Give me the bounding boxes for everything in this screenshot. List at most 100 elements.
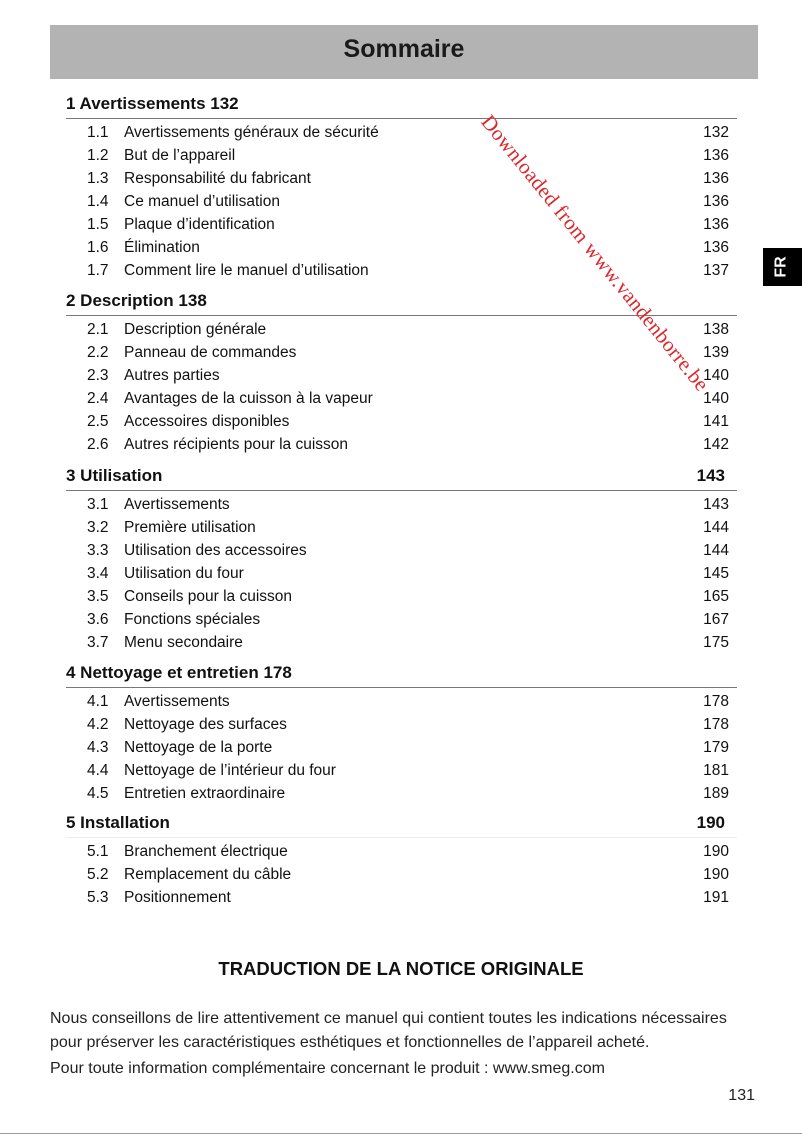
- entry-number: 2.2: [87, 344, 109, 361]
- entry-number: 2.3: [87, 367, 109, 384]
- entry-title: Plaque d’identification: [124, 216, 275, 233]
- entry-page: 145: [703, 565, 729, 582]
- toc-entry[interactable]: 3.6 Fonctions spéciales 167: [66, 608, 737, 631]
- entry-page: 139: [703, 344, 729, 361]
- toc-entry[interactable]: 3.1 Avertissements 143: [66, 493, 737, 516]
- entry-title: Avertissements généraux de sécurité: [124, 124, 379, 141]
- entry-title: Utilisation des accessoires: [124, 542, 307, 559]
- entry-title: Nettoyage des surfaces: [124, 716, 287, 733]
- section-page: 190: [696, 813, 725, 832]
- entry-page: 167: [703, 611, 729, 628]
- translation-title: TRADUCTION DE LA NOTICE ORIGINALE: [218, 958, 584, 979]
- language-tab-label: FR: [772, 256, 790, 278]
- toc-entry[interactable]: 4.1 Avertissements 178: [66, 690, 737, 713]
- toc-entry[interactable]: 3.7 Menu secondaire 175: [66, 631, 737, 654]
- toc-entry[interactable]: 4.2 Nettoyage des surfaces 178: [66, 713, 737, 736]
- entry-page: 136: [703, 239, 729, 256]
- section-heading[interactable]: 1 Avertissements 132: [66, 94, 737, 118]
- entry-number: 1.4: [87, 193, 109, 210]
- entry-page: 175: [703, 634, 729, 651]
- entry-page: 190: [703, 843, 729, 860]
- entry-title: Avantages de la cuisson à la vapeur: [124, 390, 373, 407]
- toc-entry[interactable]: 4.5 Entretien extraordinaire 189: [66, 782, 737, 805]
- toc-entry[interactable]: 1.7 Comment lire le manuel d’utilisation…: [66, 259, 737, 282]
- entry-page: 136: [703, 216, 729, 233]
- toc-entry[interactable]: 1.2 But de l’appareil 136: [66, 144, 737, 167]
- toc-entry[interactable]: 3.2 Première utilisation 144: [66, 516, 737, 539]
- entry-page: 144: [703, 542, 729, 559]
- entry-number: 5.1: [87, 843, 109, 860]
- toc-entry[interactable]: 1.5 Plaque d’identification 136: [66, 213, 737, 236]
- toc-entry[interactable]: 2.6 Autres récipients pour la cuisson 14…: [66, 433, 737, 456]
- toc-entry[interactable]: 1.6 Élimination 136: [66, 236, 737, 259]
- entry-page: 165: [703, 588, 729, 605]
- intro-paragraph: Nous conseillons de lire attentivement c…: [50, 1010, 727, 1051]
- toc-entry[interactable]: 1.3 Responsabilité du fabricant 136: [66, 167, 737, 190]
- entry-title: Autres parties: [124, 367, 220, 384]
- entry-title: Comment lire le manuel d’utilisation: [124, 262, 369, 279]
- entry-page: 179: [703, 739, 729, 756]
- toc-entry[interactable]: 3.4 Utilisation du four 145: [66, 562, 737, 585]
- entry-title: Nettoyage de la porte: [124, 739, 273, 756]
- divider: [0, 1133, 802, 1134]
- entry-page: 189: [703, 785, 729, 802]
- toc-entry[interactable]: 2.3 Autres parties 140: [66, 364, 737, 387]
- title-banner: Sommaire: [50, 25, 758, 79]
- entry-number: 2.5: [87, 413, 109, 430]
- section-heading[interactable]: 2 Description 138: [66, 291, 737, 315]
- entry-number: 4.1: [87, 693, 109, 710]
- toc-entry[interactable]: 5.2 Remplacement du câble 190: [66, 863, 737, 886]
- toc-entry[interactable]: 1.4 Ce manuel d’utilisation 136: [66, 190, 737, 213]
- entry-page: 137: [703, 262, 729, 279]
- entry-number: 2.1: [87, 321, 109, 338]
- entry-number: 4.4: [87, 762, 109, 779]
- entry-number: 3.4: [87, 565, 109, 582]
- toc-entry[interactable]: 5.1 Branchement électrique 190: [66, 840, 737, 863]
- entry-title: Menu secondaire: [124, 634, 243, 651]
- entry-page: 143: [703, 496, 729, 513]
- toc-entry[interactable]: 2.4 Avantages de la cuisson à la vapeur …: [66, 387, 737, 410]
- toc-entry[interactable]: 5.3 Positionnement 191: [66, 886, 737, 909]
- entry-page: 138: [703, 321, 729, 338]
- section-page: 143: [696, 466, 725, 485]
- section-heading-text: 5 Installation: [66, 813, 170, 832]
- section-heading[interactable]: 4 Nettoyage et entretien 178: [66, 663, 737, 687]
- toc-entry[interactable]: 3.5 Conseils pour la cuisson 165: [66, 585, 737, 608]
- entry-number: 3.6: [87, 611, 109, 628]
- entry-number: 1.2: [87, 147, 109, 164]
- toc-entry[interactable]: 2.2 Panneau de commandes 139: [66, 341, 737, 364]
- toc-section: 1 Avertissements 132 1.1 Avertissements …: [66, 94, 737, 282]
- entry-page: 191: [703, 889, 729, 906]
- page-title: Sommaire: [343, 35, 465, 63]
- entry-page: 140: [703, 390, 729, 407]
- entry-title: Ce manuel d’utilisation: [124, 193, 280, 210]
- section-heading[interactable]: 3 Utilisation 143: [66, 466, 737, 490]
- entry-page: 178: [703, 693, 729, 710]
- entry-title: Première utilisation: [124, 519, 256, 536]
- toc-entry[interactable]: 2.5 Accessoires disponibles 141: [66, 410, 737, 433]
- entry-number: 1.3: [87, 170, 109, 187]
- section-heading-text: 2 Description 138: [66, 291, 207, 310]
- entry-title: Accessoires disponibles: [124, 413, 290, 430]
- entry-number: 4.5: [87, 785, 109, 802]
- entry-number: 5.2: [87, 866, 109, 883]
- toc-entry[interactable]: 4.3 Nettoyage de la porte 179: [66, 736, 737, 759]
- entry-title: Utilisation du four: [124, 565, 244, 582]
- toc-entry[interactable]: 1.1 Avertissements généraux de sécurité …: [66, 121, 737, 144]
- entry-number: 3.7: [87, 634, 109, 651]
- entry-page: 140: [703, 367, 729, 384]
- entry-number: 1.7: [87, 262, 109, 279]
- info-paragraph: Pour toute information complémentaire co…: [50, 1060, 605, 1077]
- toc-entry[interactable]: 3.3 Utilisation des accessoires 144: [66, 539, 737, 562]
- toc-entry[interactable]: 2.1 Description générale 138: [66, 318, 737, 341]
- section-heading-text: 4 Nettoyage et entretien 178: [66, 663, 292, 682]
- section-rule: [66, 837, 737, 838]
- toc-entry[interactable]: 4.4 Nettoyage de l’intérieur du four 181: [66, 759, 737, 782]
- toc-section: 4 Nettoyage et entretien 178 4.1 Avertis…: [66, 663, 737, 805]
- entry-title: But de l’appareil: [124, 147, 236, 164]
- entry-title: Responsabilité du fabricant: [124, 170, 311, 187]
- toc-section: 5 Installation 190 5.1 Branchement électr…: [66, 813, 737, 909]
- section-heading[interactable]: 5 Installation 190: [66, 813, 737, 837]
- entry-number: 3.3: [87, 542, 109, 559]
- entry-title: Description générale: [124, 321, 267, 338]
